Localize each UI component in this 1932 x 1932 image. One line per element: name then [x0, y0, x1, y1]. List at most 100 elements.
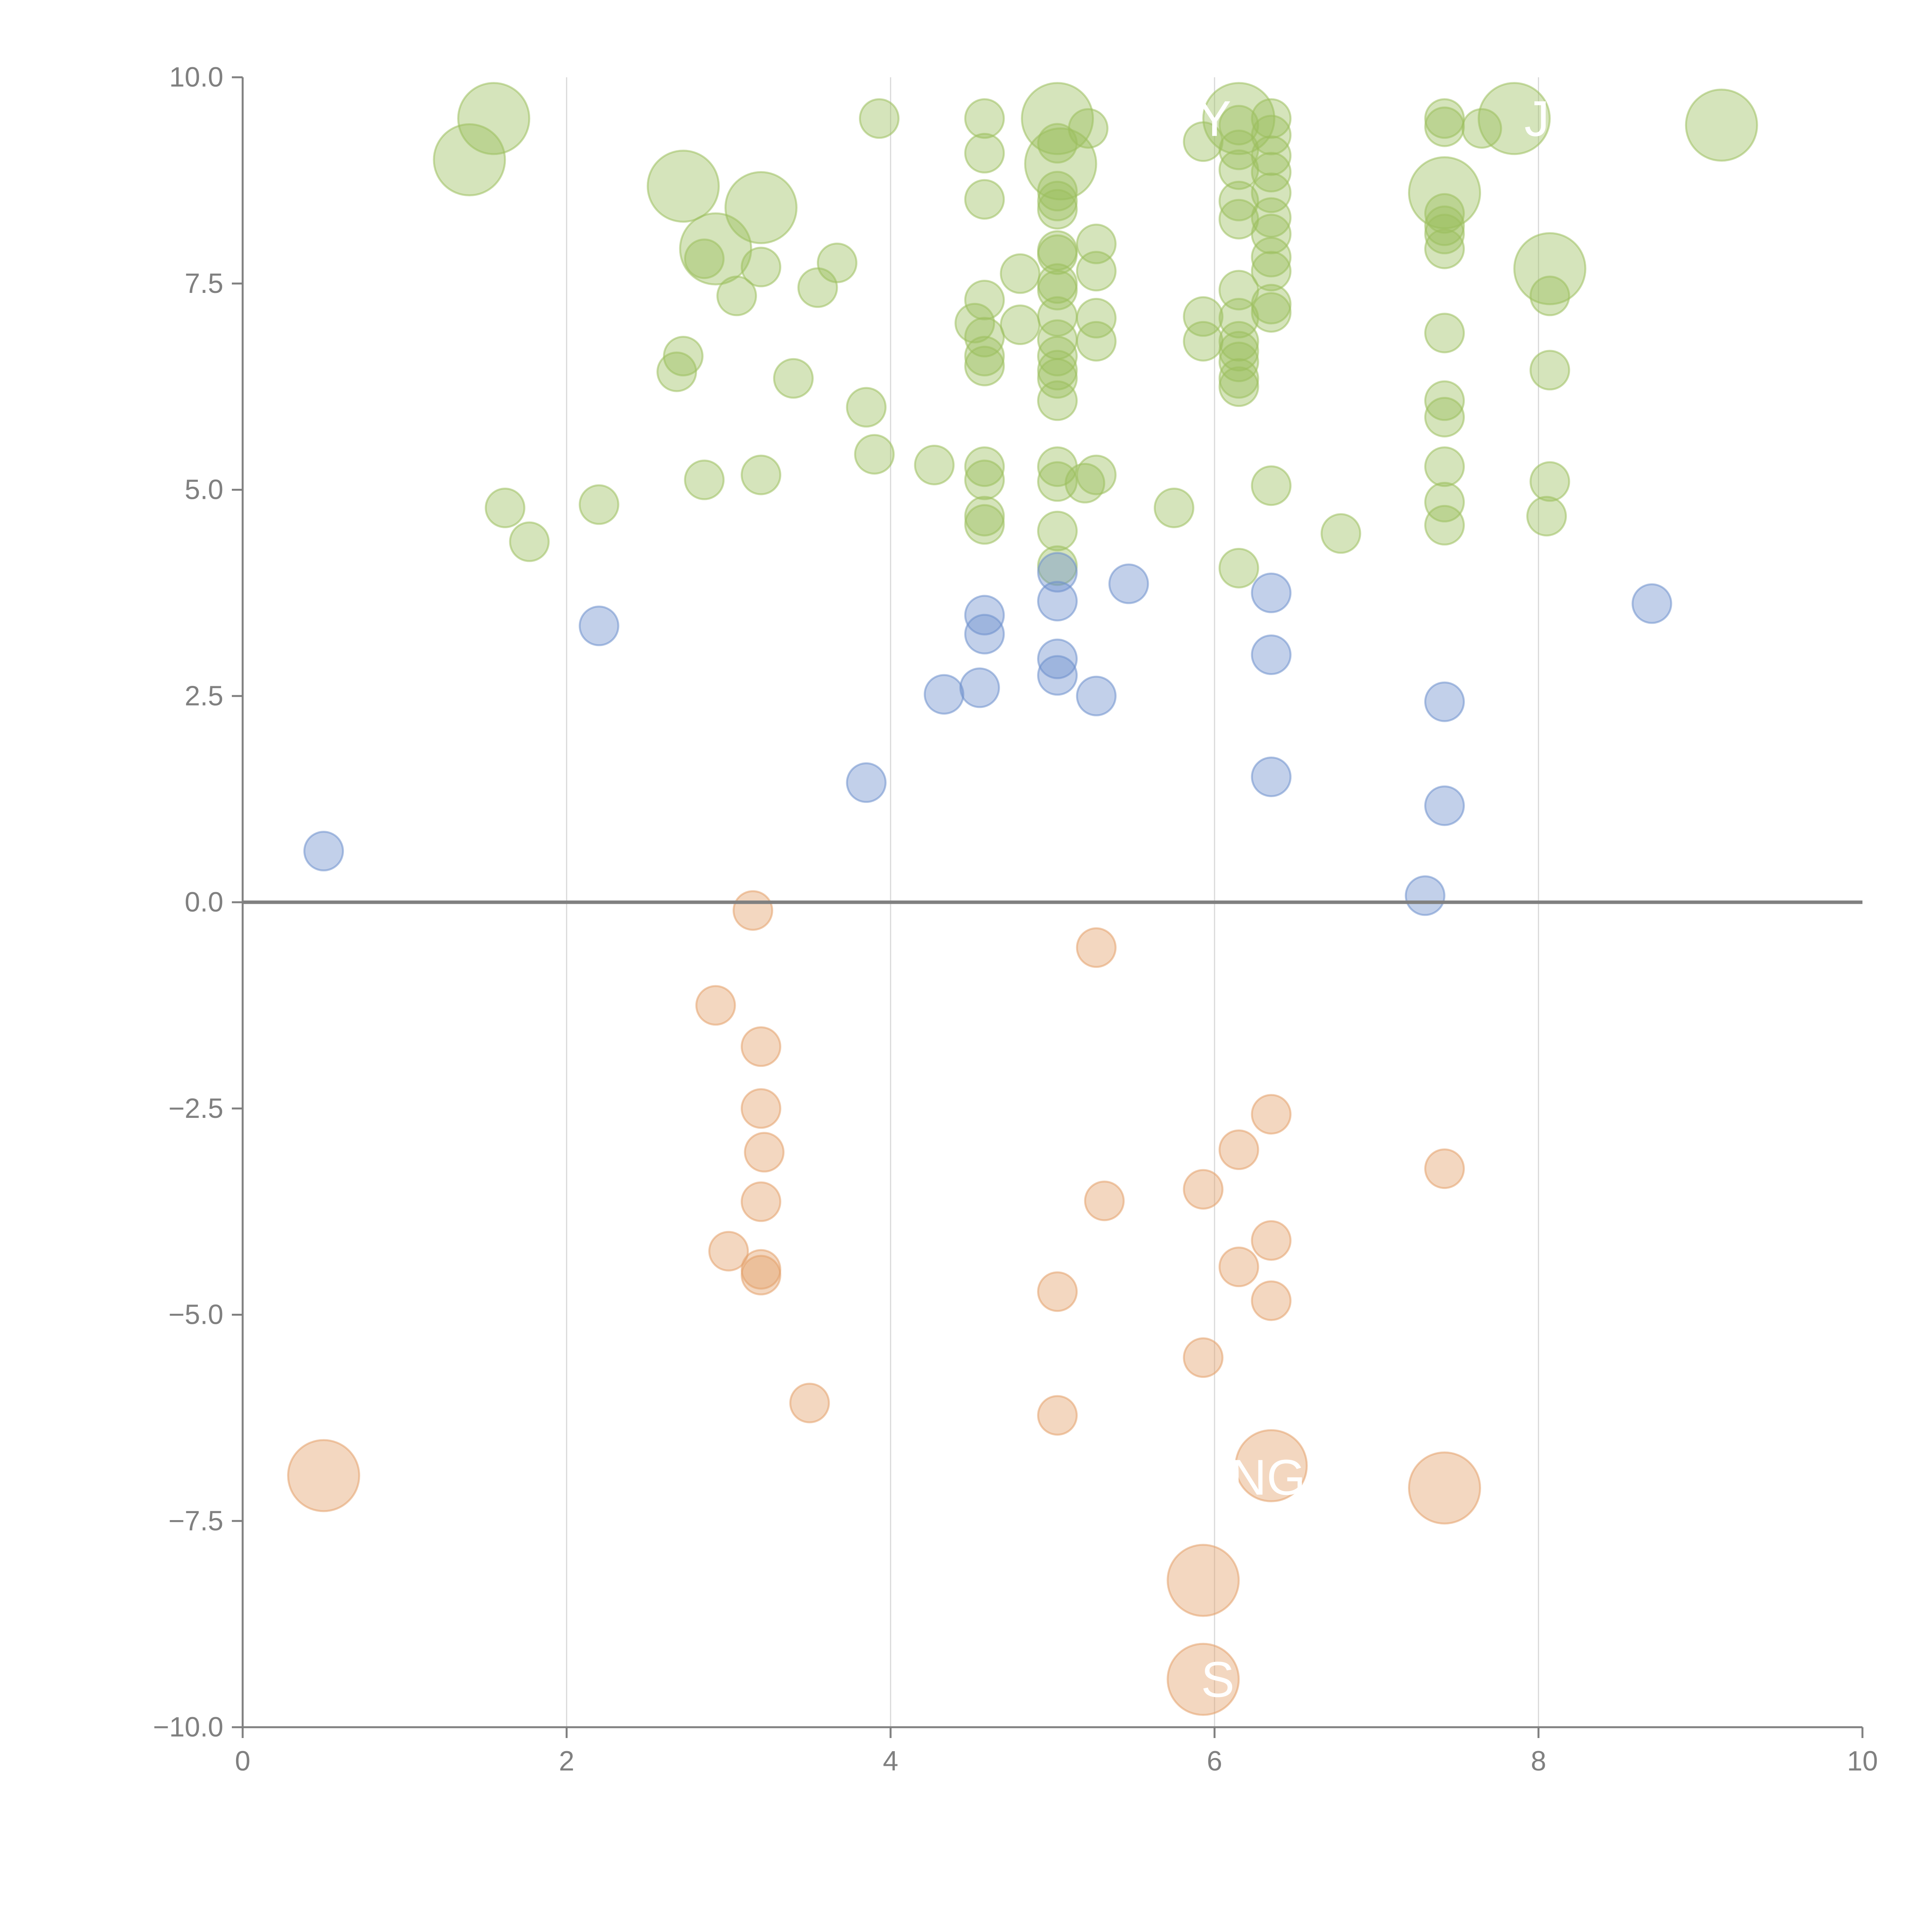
bubble-negative [742, 1027, 780, 1066]
bubble-negative [733, 891, 772, 930]
y-tick-label: 5.0 [185, 474, 223, 505]
bubble-neutral [960, 668, 999, 707]
bubble-positive [1425, 314, 1464, 352]
bubble-neutral [1252, 636, 1291, 674]
bubble-positive [1155, 488, 1193, 527]
bubble-positive [1425, 398, 1464, 437]
bubble-negative [1409, 1452, 1480, 1524]
bubble-positive [818, 243, 856, 282]
x-tick-label: 2 [559, 1746, 574, 1777]
bubble-positive [486, 488, 524, 527]
bubble-label: J [1524, 90, 1549, 147]
bubble-negative [1085, 1182, 1124, 1220]
bubble-positive [1077, 456, 1116, 494]
bubble-positive [580, 485, 618, 524]
bubble-label: NG [1230, 1449, 1306, 1505]
bubble-negative [1219, 1248, 1258, 1286]
bubble-negative [742, 1182, 780, 1221]
bubble-negative [742, 1256, 780, 1294]
bubble-negative [1038, 1272, 1077, 1311]
bubble-positive [434, 124, 505, 196]
bubble-negative [1219, 1131, 1258, 1169]
bubble-negative [1425, 1150, 1464, 1188]
bubble-negative [1168, 1545, 1239, 1616]
bubble-positive [1531, 462, 1569, 501]
bubble-positive [1077, 322, 1116, 361]
bubble-neutral [1252, 573, 1291, 612]
bubble-neutral [580, 607, 618, 645]
bubble-positive [965, 505, 1004, 544]
bubble-positive [1038, 512, 1077, 550]
bubble-positive [1219, 367, 1258, 406]
bubble-neutral [1633, 584, 1671, 623]
y-tick-label: −10.0 [153, 1712, 223, 1743]
bubble-negative [1077, 928, 1116, 967]
bubble-positive [1531, 351, 1569, 389]
bubble-negative [790, 1384, 829, 1422]
bubble-negative [1184, 1338, 1223, 1377]
bubble-positive [685, 240, 724, 278]
bubble-chart: Y JNGS 0 2 4 6 8 1010.07.55.02.50.0−2.5−5.0−7.… [0, 0, 1932, 1932]
bubble-negative [1252, 1221, 1291, 1260]
y-tick-label: 0.0 [185, 887, 223, 918]
y-tick-label: −5.0 [168, 1299, 223, 1330]
bubble-positive [860, 99, 898, 138]
bubble-neutral [1252, 757, 1291, 796]
y-tick-label: 2.5 [185, 680, 223, 711]
bubble-positive [1686, 90, 1757, 161]
bubble-neutral [304, 832, 343, 871]
bubble-positive [510, 522, 549, 561]
x-tick-label: 8 [1531, 1746, 1546, 1777]
bubble-positive [657, 352, 696, 391]
bubble-neutral [1038, 582, 1077, 621]
bubble-positive [1038, 190, 1077, 229]
bubble-positive [1531, 277, 1569, 315]
y-tick-label: −2.5 [168, 1093, 223, 1124]
bubble-positive [648, 151, 719, 222]
bubble-neutral [847, 763, 886, 802]
bubble-positive [965, 347, 1004, 385]
bubble-neutral [965, 615, 1004, 653]
bubble-positive [742, 248, 780, 286]
bubbles [288, 83, 1757, 1715]
y-tick-label: 10.0 [169, 62, 223, 93]
bubble-neutral [1077, 677, 1116, 715]
bubble-positive [1425, 107, 1464, 146]
bubble-positive [847, 388, 886, 427]
y-tick-label: −7.5 [168, 1505, 223, 1536]
bubble-positive [1001, 306, 1039, 344]
bubble-positive [1425, 230, 1464, 268]
x-tick-label: 10 [1847, 1746, 1878, 1777]
x-tick-label: 6 [1207, 1746, 1222, 1777]
bubble-positive [965, 99, 1004, 138]
bubble-positive [965, 134, 1004, 172]
bubble-positive [1425, 506, 1464, 544]
bubble-neutral [1425, 786, 1464, 825]
bubble-neutral [1425, 682, 1464, 721]
bubble-negative [288, 1440, 359, 1511]
bubble-negative [1184, 1170, 1223, 1209]
bubble-positive [742, 456, 780, 494]
bubble-positive [1527, 497, 1566, 536]
bubble-positive [965, 461, 1004, 499]
bubble-positive [1321, 514, 1360, 553]
bubble-positive [774, 359, 813, 398]
bubble-positive [1038, 381, 1077, 420]
bubble-positive [1038, 124, 1077, 163]
bubble-neutral [1406, 876, 1444, 915]
bubble-neutral [925, 675, 963, 714]
bubble-positive [1219, 549, 1258, 587]
x-tick-label: 4 [883, 1746, 898, 1777]
bubble-positive [915, 446, 954, 484]
bubble-positive [1077, 252, 1116, 291]
bubble-negative [1252, 1281, 1291, 1320]
bubble-negative [1252, 1095, 1291, 1134]
bubble-label: S [1201, 1651, 1235, 1708]
bubble-label: Y [1198, 90, 1231, 147]
bubble-positive [685, 461, 724, 499]
bubble-neutral [1038, 656, 1077, 695]
bubble-negative [1038, 1396, 1077, 1435]
bubble-positive [1252, 466, 1291, 505]
bubble-negative [745, 1133, 784, 1172]
bubble-positive [1184, 322, 1223, 361]
